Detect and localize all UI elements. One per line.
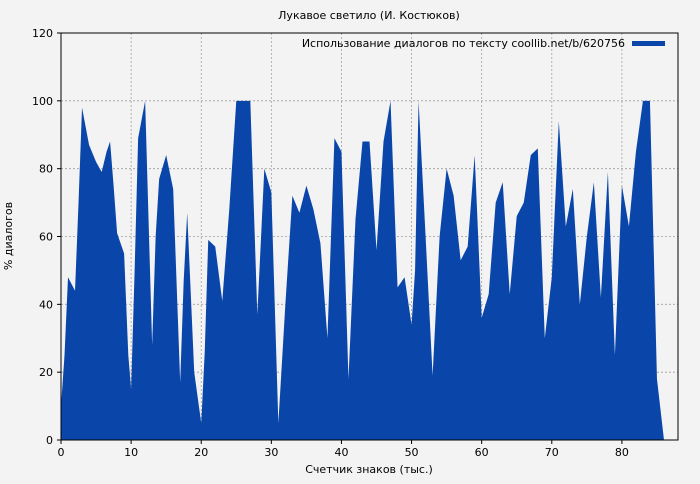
y-axis-label: % диалогов xyxy=(2,202,15,270)
x-tick-label: 60 xyxy=(475,446,489,459)
x-axis-label: Счетчик знаков (тыс.) xyxy=(305,463,433,476)
y-axis: 0 20 40 60 80 100 120 xyxy=(32,27,61,447)
x-tick-label: 0 xyxy=(58,446,65,459)
y-tick-label: 120 xyxy=(32,27,53,40)
x-tick-label: 10 xyxy=(124,446,138,459)
series-area xyxy=(61,100,664,440)
series-area-group xyxy=(61,100,664,440)
chart-title: Лукавое светило (И. Костюков) xyxy=(278,9,460,22)
y-tick-label: 40 xyxy=(39,298,53,311)
x-tick-label: 50 xyxy=(405,446,419,459)
y-tick-label: 100 xyxy=(32,95,53,108)
legend-label: Использование диалогов по тексту coollib… xyxy=(302,37,625,50)
x-axis: 0 10 20 30 40 50 60 70 80 xyxy=(58,440,629,459)
x-tick-label: 70 xyxy=(545,446,559,459)
legend-swatch xyxy=(632,41,665,46)
x-tick-label: 30 xyxy=(264,446,278,459)
x-tick-label: 20 xyxy=(194,446,208,459)
x-tick-label: 80 xyxy=(615,446,629,459)
y-tick-label: 60 xyxy=(39,231,53,244)
y-tick-label: 0 xyxy=(46,434,53,447)
y-tick-label: 80 xyxy=(39,163,53,176)
legend: Использование диалогов по тексту coollib… xyxy=(302,37,665,50)
y-tick-label: 20 xyxy=(39,366,53,379)
x-tick-label: 40 xyxy=(334,446,348,459)
